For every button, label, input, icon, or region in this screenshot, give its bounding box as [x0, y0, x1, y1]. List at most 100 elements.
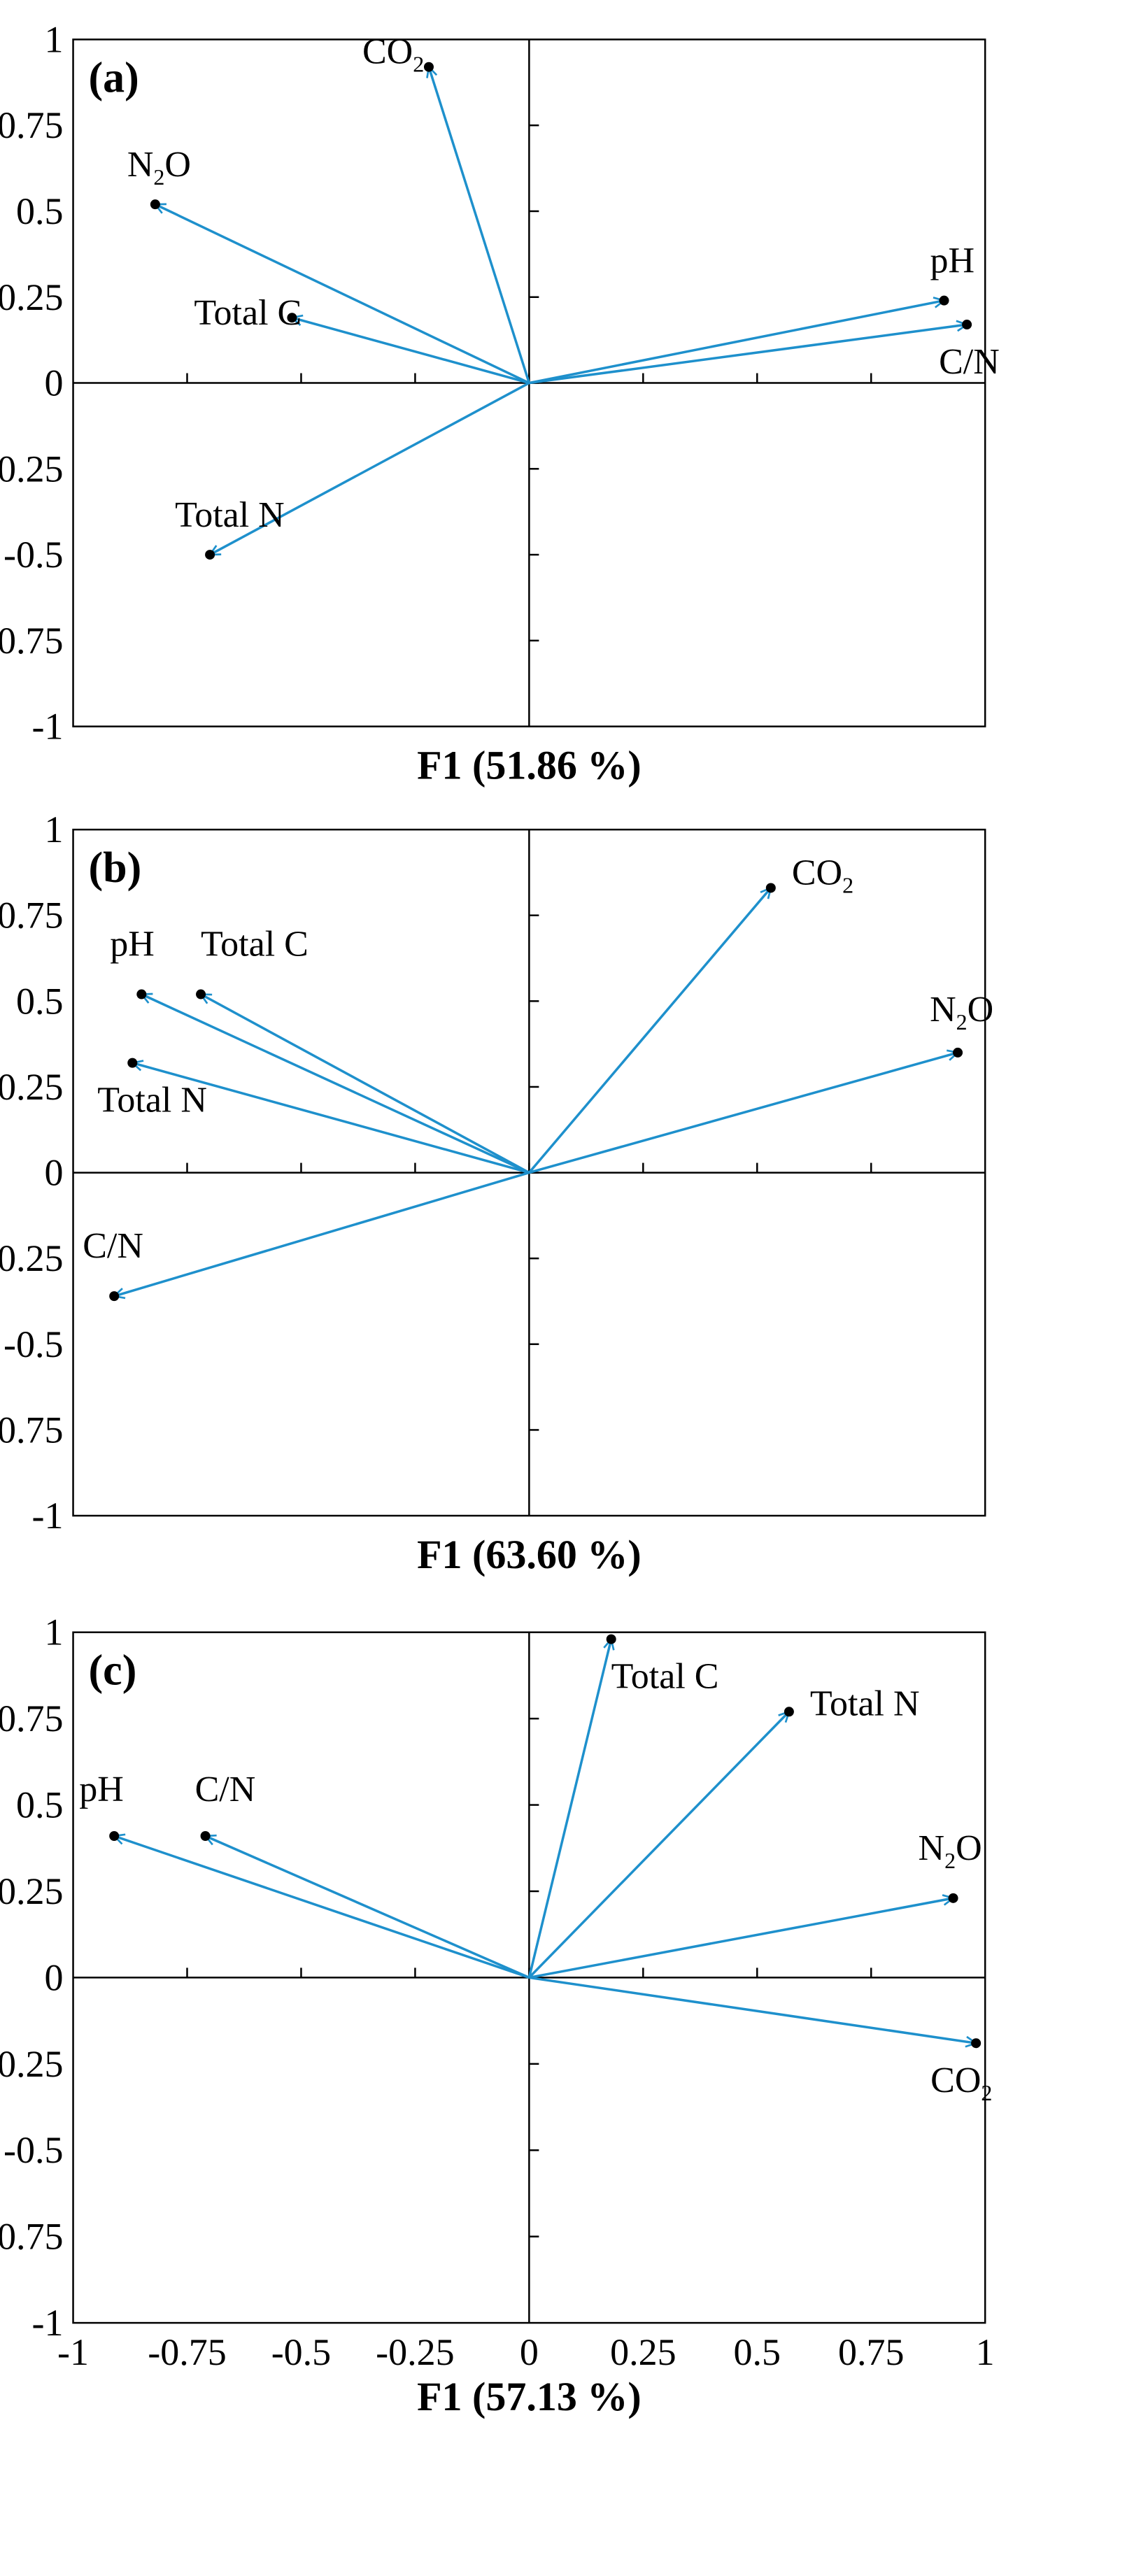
panel-label: (a) [89, 54, 139, 101]
vector-point [287, 313, 297, 323]
y-tick-label: -1 [32, 706, 64, 748]
vector-arrow [132, 1063, 530, 1174]
vector-label: Total C [611, 1657, 719, 1697]
vector-label: CO2 [930, 2061, 992, 2105]
y-tick-label: 0.75 [0, 895, 64, 937]
vector-label: N2O [127, 145, 191, 190]
panel-label: (b) [89, 844, 142, 892]
vector-label: N2O [919, 1828, 982, 1873]
vector-arrow [528, 1712, 789, 1979]
vector-arrow [529, 1898, 953, 1979]
vector-label: pH [110, 925, 155, 965]
vector-point [962, 320, 972, 330]
vector-point [948, 1893, 958, 1903]
vector-label: Total N [810, 1684, 920, 1723]
y-tick-label: -0.5 [3, 534, 63, 576]
x-tick-label: 0 [520, 2331, 539, 2373]
y-tick-label: 0 [45, 1152, 64, 1194]
panel-label: (c) [89, 1647, 137, 1695]
x-tick-label: 1 [976, 2331, 995, 2373]
vector-arrow [528, 888, 770, 1174]
vector-point [971, 2038, 982, 2049]
vector-point [196, 989, 206, 999]
y-tick-label: 0.75 [0, 104, 64, 146]
y-tick-label: -0.75 [0, 1409, 64, 1451]
vector-point [423, 62, 434, 72]
y-tick-label: -0.5 [3, 2129, 63, 2171]
y-tick-label: -0.5 [3, 1323, 63, 1365]
vector-arrow [201, 992, 530, 1174]
vector-point [953, 1047, 963, 1058]
y-tick-label: 1 [45, 18, 64, 60]
y-tick-label: 0.25 [0, 276, 64, 318]
y-tick-label: -0.25 [0, 448, 64, 490]
x-tick-label: 0.75 [838, 2331, 905, 2373]
y-tick-label: -1 [32, 1495, 64, 1537]
vector-arrow [529, 1976, 976, 2043]
vector-label: Total C [194, 293, 302, 333]
vector-arrow [155, 204, 530, 385]
vector-arrow [529, 325, 967, 385]
vector-label: N2O [930, 990, 993, 1034]
y-tick-label: 0.25 [0, 1870, 64, 1912]
vector-label: pH [79, 1770, 124, 1809]
vector-arrow [114, 1836, 530, 1979]
y-tick-label: 1 [45, 809, 64, 851]
vector-point [784, 1707, 794, 1717]
vector-label: Total N [175, 495, 285, 535]
vector-label: CO2 [362, 32, 424, 77]
vector-arrow [429, 67, 531, 384]
x-tick-label: -0.25 [376, 2331, 454, 2373]
vector-point [606, 1634, 616, 1644]
vector-arrow [528, 1053, 958, 1174]
vector-label: pH [930, 241, 975, 281]
panel-0: -1 -0.75 -0.5 -0.25 0 0.25 0.5 0.75 1 F1 (51.86 %… [0, 18, 1000, 788]
vector-arrow [114, 1171, 530, 1297]
vector-arrow [206, 1836, 530, 1979]
y-tick-label: 0 [45, 362, 64, 404]
y-tick-label: -0.25 [0, 1237, 64, 1279]
y-tick-label: 0.5 [16, 980, 64, 1022]
vector-point [127, 1058, 138, 1068]
vector-arrow [529, 301, 944, 385]
panel-1: -1 -0.75 -0.5 -0.25 0 0.25 0.5 0.75 1 F1 (63.60 %… [0, 809, 993, 1577]
vector-point [136, 989, 147, 999]
vector-label: CO2 [792, 853, 853, 897]
vector-point [205, 550, 215, 560]
vector-arrow [527, 1639, 611, 1978]
y-tick-label: 0.25 [0, 1066, 64, 1108]
y-tick-label: 1 [45, 1611, 64, 1653]
vector-label: C/N [939, 342, 1000, 382]
y-tick-label: 0.5 [16, 190, 64, 232]
vector-label: C/N [83, 1226, 143, 1266]
vector-point [200, 1830, 211, 1841]
x-tick-label: -0.5 [271, 2331, 331, 2373]
y-tick-label: -0.75 [0, 2216, 64, 2258]
x-axis-title: F1 (63.60 %) [417, 1532, 642, 1577]
vector-label: C/N [195, 1770, 256, 1809]
y-tick-label: 0.5 [16, 1784, 64, 1826]
y-tick-label: -0.25 [0, 2043, 64, 2085]
vector-point [765, 883, 776, 893]
x-tick-label: 0.5 [734, 2331, 781, 2373]
x-tick-label: -0.75 [148, 2331, 226, 2373]
x-tick-label: 0.25 [610, 2331, 676, 2373]
x-axis-title: F1 (51.86 %) [417, 743, 642, 788]
vector-point [109, 1830, 120, 1841]
vector-point [939, 295, 949, 306]
vector-point [150, 199, 160, 210]
x-axis-title: F1 (57.13 %) [417, 2374, 642, 2419]
vector-arrow [141, 995, 530, 1174]
vector-arrow [210, 381, 530, 556]
x-tick-label: -1 [57, 2331, 89, 2373]
vector-label: Total N [97, 1081, 207, 1120]
y-tick-label: 0.75 [0, 1698, 64, 1739]
y-tick-label: 0 [45, 1956, 64, 1998]
y-tick-label: -1 [32, 2302, 64, 2344]
vector-label: Total C [201, 925, 309, 965]
y-tick-label: -0.75 [0, 620, 64, 662]
panel-2: -1 -0.75 -0.5 -0.25 0 0.25 0.5 0.75 1 -1 -0.75 -0.5… [0, 1611, 995, 2419]
vector-point [109, 1291, 120, 1302]
vector-arrow [292, 318, 530, 385]
